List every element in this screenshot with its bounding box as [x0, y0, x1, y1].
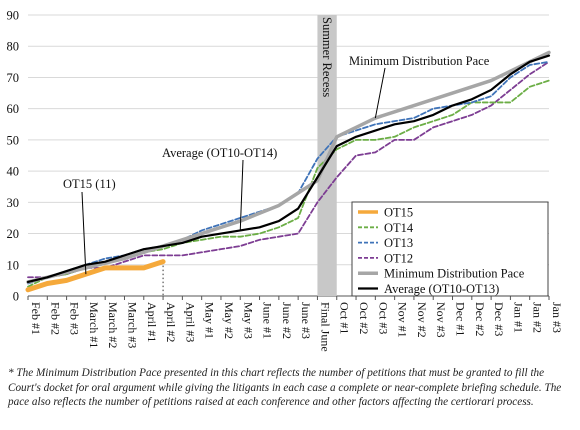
x-tick-label-april-3: April #3: [183, 302, 197, 342]
y-tick-label-80: 80: [7, 40, 20, 54]
annotation-pointer-average-ot10-ot14: [239, 159, 244, 231]
x-tick-label-feb-1: Feb #1: [29, 302, 43, 335]
x-tick-label-march-3: March #3: [125, 302, 139, 348]
y-tick-label-50: 50: [7, 133, 20, 147]
footnote: * The Minimum Distribution Pace presente…: [8, 367, 562, 408]
x-tick-label-april-1: April #1: [145, 302, 159, 342]
series-line-minimum-distribution-pace: [26, 50, 551, 284]
annotation-minimum-distribution-pace: Minimum Distribution Pace: [349, 54, 490, 68]
x-tick-label-may-3: May #3: [241, 302, 255, 339]
line-chart: Summer Recess 0 10 20 30 40 50 60 70 80 90 Feb #1…: [7, 9, 565, 352]
x-tick-label-nov-2: Nov #2: [415, 302, 429, 338]
x-tick-label-june-2: June #2: [280, 302, 294, 339]
x-tick-label-april-2: April #2: [164, 302, 178, 342]
x-tick-label-jan-2: Jan #2: [531, 302, 545, 333]
x-axis: Feb #1 Feb #2 Feb #3 March #1 March #2 March …: [27, 296, 564, 352]
legend-label-ot12: OT12: [384, 251, 413, 265]
series-line-ot12: [27, 60, 550, 279]
x-tick-label-may-2: May #2: [222, 302, 236, 339]
y-tick-label-70: 70: [7, 71, 20, 85]
legend-label-ot15: OT15: [384, 206, 413, 220]
y-tick-label-60: 60: [7, 102, 20, 116]
x-tick-label-oct-3: Oct #3: [376, 302, 390, 334]
x-tick-label-oct-2: Oct #2: [357, 302, 371, 334]
annotation-ot15-11: OT15 (11): [63, 177, 116, 191]
annotation-pointer-ot15-11: [81, 191, 87, 275]
x-tick-label-nov-3: Nov #3: [434, 302, 448, 338]
legend-label-ot14: OT14: [384, 221, 414, 235]
x-tick-label-may-1: May #1: [203, 302, 217, 339]
x-tick-label-march-1: March #1: [87, 302, 101, 348]
x-tick-label-final-june: Final June: [318, 302, 332, 352]
annotation-pointer-minimum-distribution-pace: [374, 67, 386, 119]
y-axis: 0 10 20 30 40 50 60 70 80 90: [7, 9, 20, 304]
x-tick-label-feb-2: Feb #2: [48, 302, 62, 335]
y-tick-label-30: 30: [7, 196, 20, 210]
legend-label-ot13: OT13: [384, 236, 413, 250]
series-line-average-ot10-ot13: [26, 54, 551, 284]
annotations: Minimum Distribution Pace Average (OT10-O…: [63, 54, 490, 275]
x-tick-label-dec-1: Dec #1: [454, 302, 468, 336]
x-tick-label-march-2: March #2: [106, 302, 120, 348]
x-tick-label-jan-1: Jan #1: [511, 302, 525, 333]
y-tick-label-40: 40: [7, 165, 20, 179]
y-tick-label-0: 0: [13, 290, 19, 304]
y-tick-label-10: 10: [7, 258, 20, 272]
x-tick-label-jan-3: Jan #3: [550, 302, 564, 333]
y-tick-label-20: 20: [7, 227, 20, 241]
x-tick-label-june-3: June #3: [299, 302, 313, 339]
y-tick-label-90: 90: [7, 9, 20, 23]
series-line-ot15: [25, 259, 166, 293]
shaded-band-label: Summer Recess: [320, 17, 334, 97]
grid-lines: [28, 14, 549, 297]
legend-label-minimum-distribution-pace: Minimum Distribution Pace: [384, 267, 525, 281]
x-tick-label-dec-2: Dec #2: [473, 302, 487, 336]
annotation-average-ot10-ot14: Average (OT10-OT14): [162, 146, 277, 160]
x-tick-label-feb-3: Feb #3: [68, 302, 82, 335]
legend-label-average-ot10-ot13: Average (OT10-OT13): [384, 282, 499, 296]
legend-box: [351, 201, 549, 297]
x-tick-label-nov-1: Nov #1: [396, 302, 410, 338]
x-tick-label-dec-3: Dec #3: [492, 302, 506, 336]
series-lines: [25, 50, 551, 296]
x-tick-label-june-1: June #1: [261, 302, 275, 339]
x-tick-label-oct-1: Oct #1: [338, 302, 352, 334]
